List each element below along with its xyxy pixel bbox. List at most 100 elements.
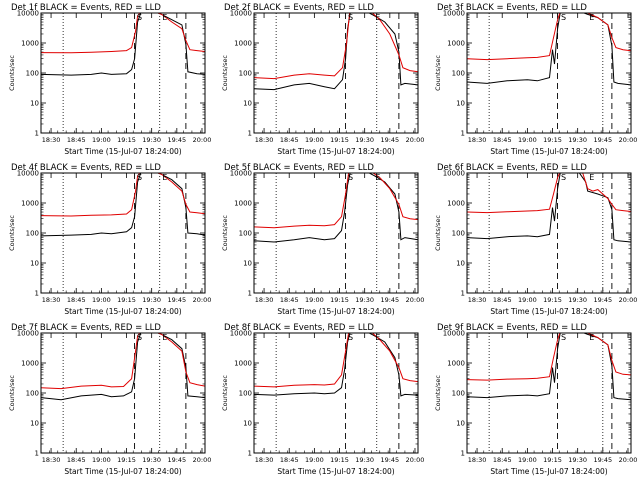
x-tick-label: 19:15 xyxy=(543,456,562,464)
x-tick-label: 18:45 xyxy=(280,456,299,464)
x-tick-label: 18:30 xyxy=(255,136,274,144)
event-marker-label: S xyxy=(561,333,566,342)
event-marker-label: E xyxy=(162,173,167,182)
events-series-line xyxy=(41,173,205,237)
event-marker-label: S xyxy=(137,173,142,182)
x-tick-label: 19:15 xyxy=(330,136,349,144)
y-tick-label: 1000 xyxy=(447,200,465,208)
x-axis-label: Start Time (15-Jul-07 18:24:00) xyxy=(490,307,607,316)
detector-panel-3: Det 3f BLACK = Events, RED = LLD Counts/s… xyxy=(434,3,637,156)
event-marker-label: S xyxy=(137,333,142,342)
y-tick-label: 100 xyxy=(26,70,39,78)
panel-title: Det 4f BLACK = Events, RED = LLD xyxy=(11,163,161,173)
y-tick-label: 10 xyxy=(30,260,39,268)
panel-title: Det 1f BLACK = Events, RED = LLD xyxy=(11,3,161,13)
x-tick-label: 19:00 xyxy=(92,296,111,304)
event-marker-label: E xyxy=(375,333,380,342)
event-marker-label: E xyxy=(162,333,167,342)
y-tick-label: 1000 xyxy=(234,360,252,368)
panel-title: Det 3f BLACK = Events, RED = LLD xyxy=(437,3,587,13)
y-tick-label: 100 xyxy=(452,390,465,398)
detector-panel-5: Det 5f BLACK = Events, RED = LLD Counts/s… xyxy=(221,163,424,316)
y-tick-label: 100 xyxy=(239,230,252,238)
x-tick-label: 18:45 xyxy=(493,456,512,464)
y-tick-label: 1000 xyxy=(447,360,465,368)
y-tick-label: 1 xyxy=(461,450,465,458)
x-tick-label: 19:15 xyxy=(117,136,136,144)
x-tick-label: 19:00 xyxy=(92,456,111,464)
plot-frame xyxy=(466,332,632,454)
events-series-line xyxy=(467,333,631,401)
y-tick-label: 10000 xyxy=(17,330,39,338)
x-axis-label: Start Time (15-Jul-07 18:24:00) xyxy=(490,467,607,476)
x-tick-label: 19:45 xyxy=(380,456,399,464)
y-tick-label: 1 xyxy=(248,290,252,298)
event-marker-label: S xyxy=(561,173,566,182)
event-marker-label: S xyxy=(348,13,353,22)
x-tick-label: 18:30 xyxy=(468,136,487,144)
x-tick-label: 19:00 xyxy=(305,136,324,144)
events-series-line xyxy=(41,333,205,401)
plot-frame xyxy=(466,12,632,134)
x-axis-label: Start Time (15-Jul-07 18:24:00) xyxy=(64,307,181,316)
lld-series-line xyxy=(254,13,418,80)
y-tick-label: 10 xyxy=(456,260,465,268)
y-tick-label: 10 xyxy=(30,420,39,428)
lld-series-line xyxy=(41,13,205,54)
detector-panel-1: Det 1f BLACK = Events, RED = LLD Counts/s… xyxy=(8,3,211,156)
event-marker-label: E xyxy=(162,13,167,22)
x-tick-label: 19:15 xyxy=(543,136,562,144)
y-tick-label: 100 xyxy=(452,70,465,78)
x-tick-label: 18:30 xyxy=(468,456,487,464)
x-tick-label: 18:45 xyxy=(493,296,512,304)
x-tick-label: 20:00 xyxy=(193,456,212,464)
x-tick-label: 19:45 xyxy=(380,296,399,304)
x-tick-label: 18:45 xyxy=(67,136,86,144)
detector-panel-6: Det 6f BLACK = Events, RED = LLD Counts/s… xyxy=(434,163,638,316)
event-marker-label: S xyxy=(348,333,353,342)
x-axis-label: Start Time (15-Jul-07 18:24:00) xyxy=(277,467,394,476)
x-axis-label: Start Time (15-Jul-07 18:24:00) xyxy=(277,307,394,316)
y-axis-label: Counts/sec xyxy=(8,375,16,411)
x-tick-label: 19:30 xyxy=(568,136,587,144)
lld-series-line xyxy=(41,173,205,217)
x-tick-label: 19:15 xyxy=(117,296,136,304)
y-tick-label: 1 xyxy=(35,450,39,458)
y-tick-label: 100 xyxy=(239,390,252,398)
y-tick-label: 10000 xyxy=(443,170,465,178)
x-axis-label: Start Time (15-Jul-07 18:24:00) xyxy=(64,147,181,156)
x-tick-label: 19:15 xyxy=(330,456,349,464)
event-marker-label: E xyxy=(589,333,594,342)
x-tick-label: 20:00 xyxy=(406,456,425,464)
x-axis-label: Start Time (15-Jul-07 18:24:00) xyxy=(277,147,394,156)
y-tick-label: 10 xyxy=(243,420,252,428)
y-tick-label: 1000 xyxy=(21,40,39,48)
plot-frame xyxy=(40,172,206,294)
detector-panel-8: Det 8f BLACK = Events, RED = LLD Counts/s… xyxy=(221,323,425,476)
y-tick-label: 10000 xyxy=(230,330,252,338)
y-axis-label: Counts/sec xyxy=(434,375,442,411)
y-tick-label: 1 xyxy=(461,130,465,138)
y-tick-label: 100 xyxy=(26,230,39,238)
x-tick-label: 19:15 xyxy=(330,296,349,304)
x-tick-label: 19:45 xyxy=(380,136,399,144)
y-tick-label: 1000 xyxy=(234,40,252,48)
x-tick-label: 20:00 xyxy=(619,296,638,304)
events-series-line xyxy=(467,173,631,243)
y-tick-label: 1000 xyxy=(234,200,252,208)
events-series-line xyxy=(467,13,631,86)
events-series-line xyxy=(254,173,418,243)
x-tick-label: 18:30 xyxy=(42,296,61,304)
events-series-line xyxy=(41,13,205,76)
lld-series-line xyxy=(41,333,205,390)
x-tick-label: 19:00 xyxy=(518,296,537,304)
lld-series-line xyxy=(467,173,631,214)
x-tick-label: 19:15 xyxy=(543,296,562,304)
plot-frame xyxy=(253,332,419,454)
panel-title: Det 8f BLACK = Events, RED = LLD xyxy=(224,323,374,333)
x-tick-label: 20:00 xyxy=(619,456,638,464)
lld-series-line xyxy=(467,333,631,381)
x-tick-label: 19:15 xyxy=(117,456,136,464)
plot-frame xyxy=(253,172,419,294)
x-tick-label: 19:00 xyxy=(518,456,537,464)
